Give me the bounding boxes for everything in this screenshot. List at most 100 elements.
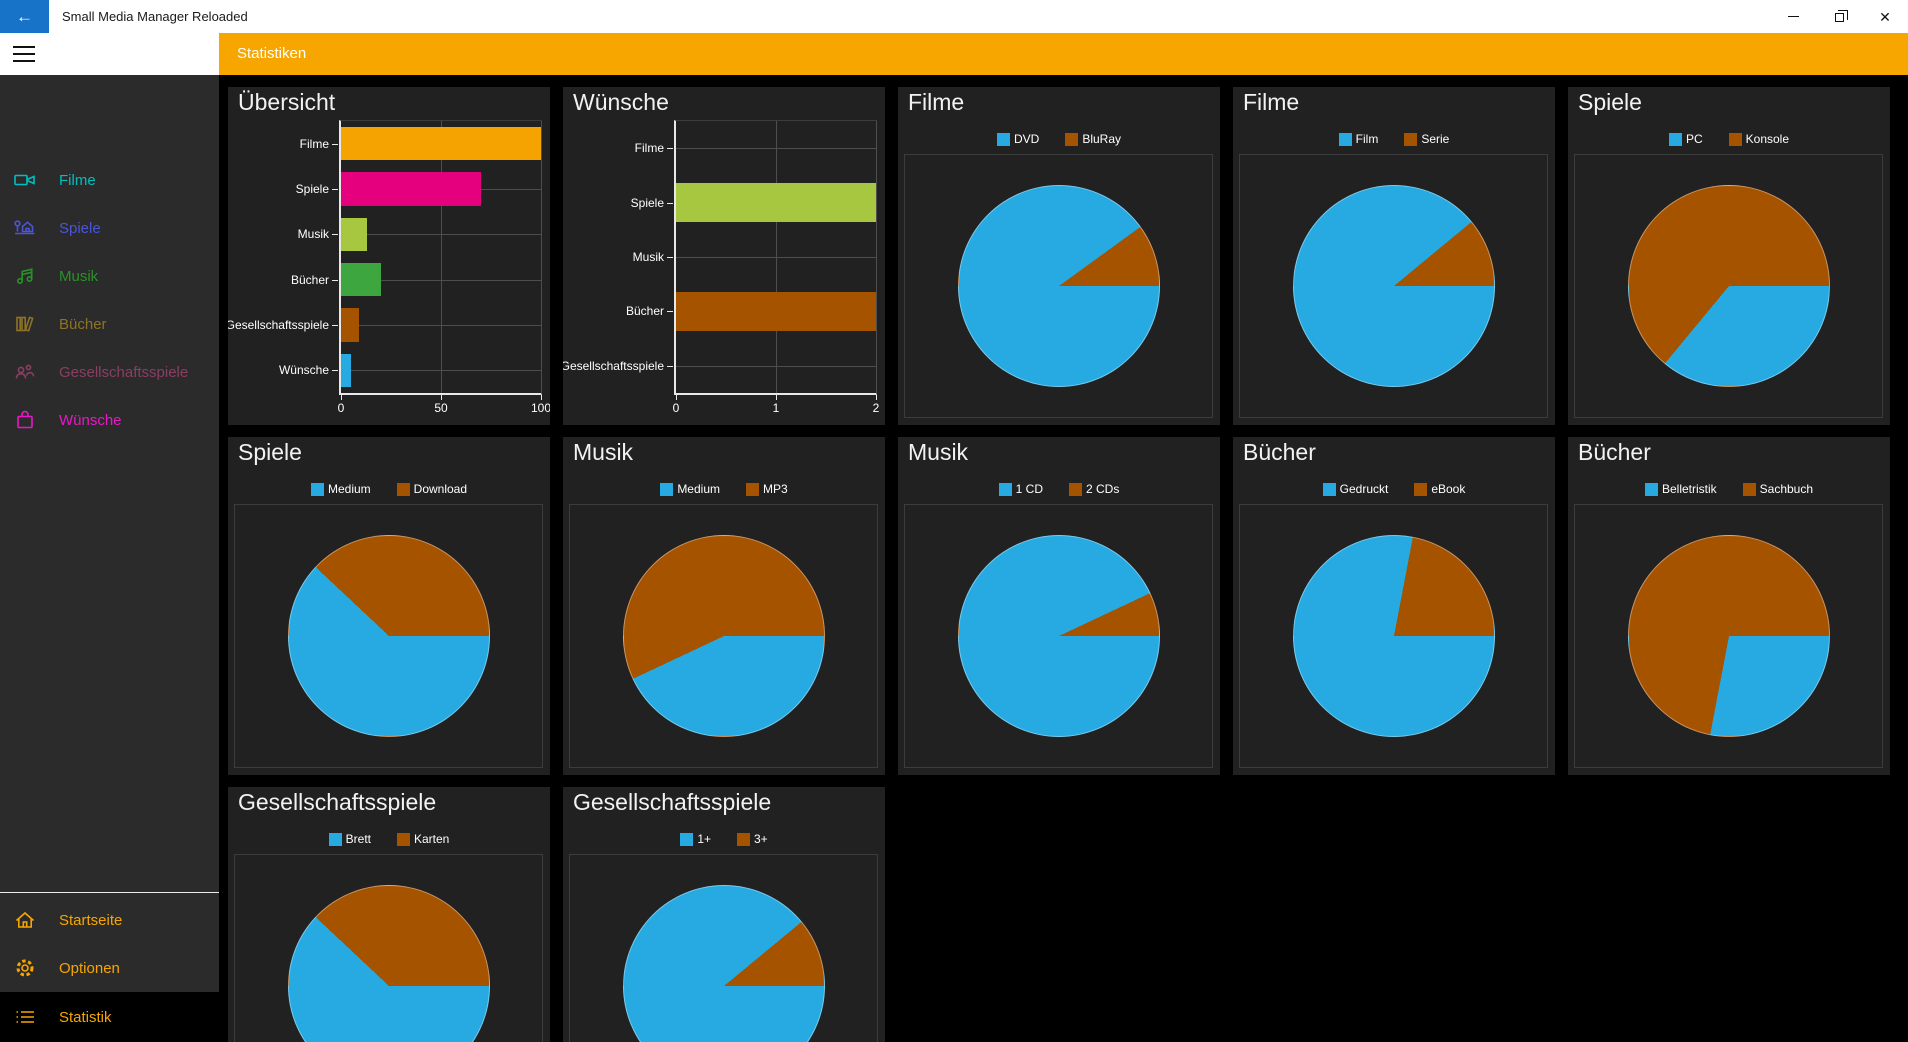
legend-item: Brett: [328, 832, 371, 846]
legend-item: 3+: [737, 832, 768, 846]
music-notes-icon: [13, 264, 37, 288]
axis-tick: [541, 395, 542, 400]
minimize-button[interactable]: [1770, 0, 1816, 33]
x-tick-label: 1: [772, 401, 780, 415]
chart-title: Spiele: [1578, 89, 1642, 115]
legend-swatch-icon: [1742, 482, 1756, 496]
plot-area: [1574, 154, 1883, 418]
sidebar-item-spiele[interactable]: Spiele: [0, 204, 219, 252]
sidebar-item-optionen[interactable]: Optionen: [0, 944, 219, 992]
bar: [341, 308, 359, 342]
category-label: Spiele: [630, 195, 664, 210]
axis-tick: [332, 370, 338, 372]
sidebar-item-buecher[interactable]: Bücher: [0, 300, 219, 348]
window-controls: ✕: [1770, 0, 1908, 33]
pie-chart: [622, 885, 825, 1042]
chart-tile: Musik Medium MP3: [563, 437, 885, 775]
plot-area: [1239, 154, 1548, 418]
close-button[interactable]: ✕: [1862, 0, 1908, 33]
bar-row: Wünsche: [279, 348, 541, 393]
pie-chart: [1627, 185, 1830, 387]
category-label: Bücher: [625, 304, 664, 319]
sub-header: Statistiken: [0, 33, 1908, 75]
legend-label: eBook: [1431, 482, 1466, 496]
chart-legend: Gedruckt eBook: [1233, 481, 1555, 497]
sidebar-item-gesellschaftsspiele[interactable]: Gesellschaftsspiele: [0, 348, 219, 396]
pie-chart: [287, 535, 490, 737]
axis-tick: [332, 188, 338, 190]
axis-tick: [332, 279, 338, 281]
grid-line: [676, 256, 876, 258]
x-tick-label: 0: [337, 401, 345, 415]
plot-area: [904, 504, 1213, 768]
x-tick-label: 0: [672, 401, 680, 415]
legend-item: PC: [1668, 132, 1703, 146]
chart-title: Gesellschaftsspiele: [573, 789, 772, 815]
bar-row: Gesellschaftsspiele: [228, 302, 541, 347]
bar-row: Filme: [300, 121, 541, 166]
legend-label: Karten: [413, 832, 450, 846]
legend-item: Belletristik: [1644, 482, 1717, 496]
bar: [676, 182, 876, 223]
sidebar-item-label: Gesellschaftsspiele: [59, 363, 189, 381]
legend-swatch-icon: [1069, 482, 1082, 496]
legend-item: Medium: [660, 482, 720, 496]
legend-swatch-icon: [1644, 482, 1658, 496]
sidebar-divider: [0, 892, 219, 893]
axis-tick: [332, 234, 338, 236]
legend-swatch-icon: [746, 482, 759, 496]
legend-item: Download: [396, 482, 467, 496]
page-header: Statistiken: [219, 33, 1908, 75]
grid-line: [876, 121, 877, 393]
chart-legend: Film Serie: [1233, 131, 1555, 147]
chart-tile: Gesellschaftsspiele Brett Karten: [228, 787, 550, 1042]
grid-line: [676, 365, 876, 367]
bar: [341, 353, 351, 387]
legend-item: 2 CDs: [1069, 482, 1119, 496]
bar: [676, 291, 876, 332]
sidebar-item-filme[interactable]: Filme: [0, 156, 219, 204]
legend-label: 3+: [754, 832, 768, 846]
chart-legend: 1 CD 2 CDs: [898, 481, 1220, 497]
axis-tick: [332, 324, 338, 326]
title-bar: ← Small Media Manager Reloaded ✕: [0, 0, 1908, 33]
pie-chart: [1292, 185, 1495, 387]
bar: [341, 263, 381, 297]
legend-swatch-icon: [1065, 132, 1079, 146]
back-button[interactable]: ←: [0, 0, 49, 33]
sidebar-item-musik[interactable]: Musik: [0, 252, 219, 300]
restore-button[interactable]: [1816, 0, 1862, 33]
plot-area: 0 1 2 Filme Spiele Musik Bücher Gesellschaftssp…: [563, 120, 879, 415]
category-label: Wünsche: [278, 363, 329, 378]
chart-tile: Übersicht 0 50 100 Filme Spiele Musik Bücher Ges…: [228, 87, 550, 425]
axis-tick: [332, 143, 338, 145]
bar-row: Bücher: [291, 257, 541, 302]
legend-item: Gedruckt: [1322, 482, 1388, 496]
legend-item: BluRay: [1065, 132, 1121, 146]
sidebar-item-wuensche[interactable]: Wünsche: [0, 396, 219, 444]
bar-row: Musik: [633, 230, 876, 284]
legend-label: Konsole: [1745, 132, 1790, 146]
home-icon: [13, 908, 37, 932]
sidebar-item-statistik[interactable]: Statistik: [0, 992, 219, 1042]
chart-tile: Filme Film Serie: [1233, 87, 1555, 425]
gear-icon: [13, 956, 37, 980]
legend-swatch-icon: [1404, 132, 1418, 146]
legend-swatch-icon: [1322, 482, 1336, 496]
legend-swatch-icon: [396, 482, 410, 496]
sidebar-item-startseite[interactable]: Startseite: [0, 896, 219, 944]
axis-tick: [676, 395, 677, 400]
grid-line: [541, 121, 542, 393]
chart-title: Bücher: [1578, 439, 1651, 465]
axis-tick: [441, 395, 442, 400]
x-tick-label: 100: [530, 401, 550, 415]
pie-chart: [957, 185, 1160, 387]
plot-area: [1574, 504, 1883, 768]
bar: [341, 172, 481, 206]
legend-item: 1 CD: [998, 482, 1043, 496]
chart-tile: Spiele Medium Download: [228, 437, 550, 775]
page-title: Statistiken: [237, 45, 307, 62]
chart-tile: Gesellschaftsspiele 1+ 3+: [563, 787, 885, 1042]
people-icon: [13, 360, 37, 384]
hamburger-menu-icon[interactable]: [13, 46, 35, 62]
